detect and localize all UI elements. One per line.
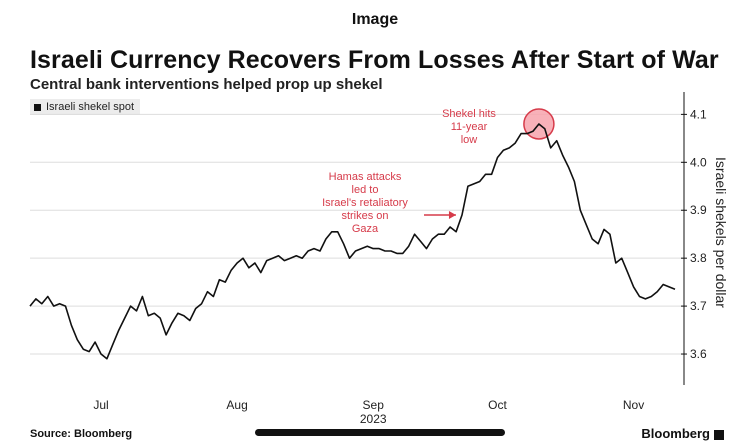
source-note: Source: Bloomberg — [30, 428, 133, 440]
annotation-text-low: low — [461, 134, 478, 146]
x-tick-label: Sep — [363, 398, 385, 412]
y-tick-label: 4.1 — [690, 107, 707, 121]
annotation-arrow-head — [448, 211, 456, 219]
legend: Israeli shekel spot — [30, 99, 141, 115]
chart-title: Israeli Currency Recovers From Losses Af… — [30, 46, 719, 74]
annotation-text-low: 11-year — [451, 121, 488, 133]
brand-mark-icon — [714, 429, 724, 440]
data-points — [30, 124, 675, 359]
annotation-text-war: strikes on — [341, 210, 388, 222]
legend-swatch — [34, 103, 41, 111]
x-tick-label: Aug — [226, 398, 247, 412]
bloomberg-logo: Bloomberg — [641, 426, 724, 441]
x-tick-label: Oct — [488, 398, 507, 412]
x-tick-label: Nov — [623, 398, 644, 412]
annotation-text-war: Israel's retaliatory — [322, 197, 408, 209]
y-tick-label: 3.8 — [690, 251, 707, 265]
x-tick-label: Jul — [93, 398, 108, 412]
brand-name: Bloomberg — [641, 426, 710, 441]
chart-subtitle: Central bank interventions helped prop u… — [30, 76, 383, 93]
legend-label: Israeli shekel spot — [46, 101, 135, 113]
page-header: Image — [351, 11, 399, 28]
series-line-shekel-spot — [29, 123, 676, 360]
x-year-label: 2023 — [360, 412, 387, 426]
annotation-text-war: led to — [352, 184, 379, 196]
annotation-text-war: Gaza — [352, 223, 379, 235]
y-axis-label: Israeli shekels per dollar — [713, 157, 729, 308]
y-tick-label: 3.7 — [690, 299, 707, 313]
annotation-text-low: Shekel hits — [442, 108, 496, 120]
horizontal-scrollbar[interactable] — [255, 429, 505, 436]
y-tick-label: 3.6 — [690, 347, 707, 361]
y-tick-label: 3.9 — [690, 203, 707, 217]
annotation-text-war: Hamas attacks — [329, 171, 402, 183]
y-tick-label: 4.0 — [690, 155, 707, 169]
